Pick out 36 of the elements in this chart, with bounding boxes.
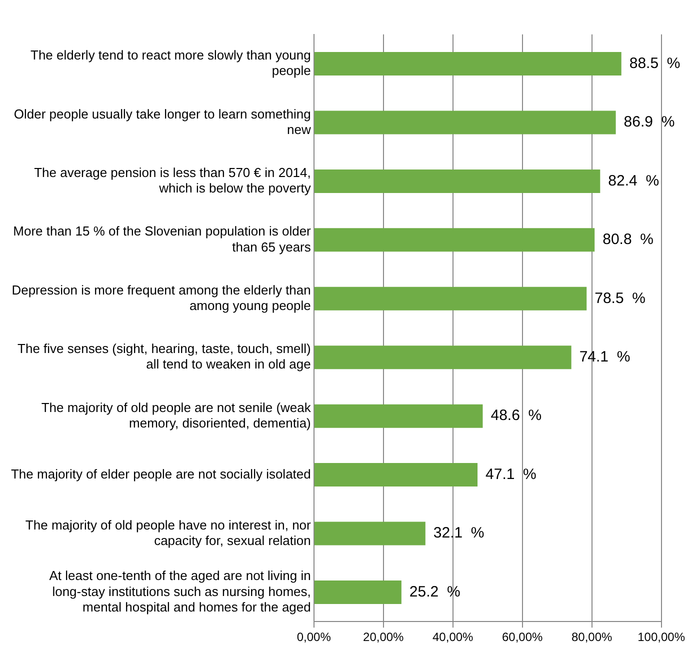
x-tick-label: 40,00% [432,630,474,644]
x-tick-label: 60,00% [502,630,544,644]
data-label: 82.4 % [608,172,660,190]
bar [314,463,478,487]
bar [314,404,483,428]
bar [314,346,572,370]
y-tick-label: The majority of old people have no interest in, nor capacity for, sexual relation [25,517,312,548]
bar [314,286,587,310]
data-label: 86.9 % [624,114,675,131]
x-tick-label: 80,00% [571,630,613,644]
data-label: 74.1 % [579,348,630,366]
bar [314,522,426,546]
bar [314,228,595,252]
data-label: 48.6 % [490,407,542,424]
data-label: 80.8 % [602,231,654,248]
bar [314,580,402,604]
y-tick-label: The majority of elder people are not socially isolated [10,466,311,482]
x-tick-label: 20,00% [363,630,404,644]
bar [314,52,622,76]
x-tick-label: 0,00% [296,630,332,644]
y-tick-label: Older people usually take longer to learn something new [14,106,312,137]
data-label: 32.1 % [433,524,484,542]
data-label: 78.5 % [594,290,646,307]
data-label: 47.1 % [486,466,536,483]
y-tick-label: The five senses (sight, hearing, taste, touch, smell) all tend to weaken in old age [18,341,311,372]
y-tick-label: Depression is more frequent among the elderly than among young people [12,282,311,314]
bar [314,110,616,134]
data-label: 25.2 % [409,583,460,600]
y-tick-label: The average pension is less than 570 € in 2014, which is below the poverty [34,164,312,196]
y-tick-label: More than 15 % of the Slovenian population is older than 65 years [13,224,312,254]
y-tick-label: At least one-tenth of the aged are not living in long-stay institutions such as nursing homes, mental hospital and homes for the aged [49,568,311,614]
data-label: 88.5 % [629,54,680,72]
y-tick-label: The elderly tend to react more slowly than young people [30,48,311,78]
bar [314,169,600,193]
y-tick-label: The majority of old people are not senile (weak memory, disoriented, dementia) [41,400,312,430]
x-tick-label: 100,00% [638,630,686,644]
